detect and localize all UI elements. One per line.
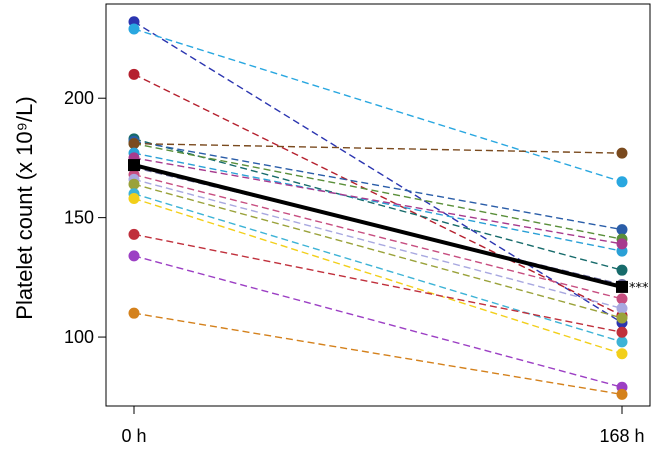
series-line (133, 233, 623, 333)
series-point (616, 336, 628, 348)
series-line (133, 255, 623, 388)
series-point (616, 326, 628, 338)
y-tick-label: 150 (64, 208, 94, 228)
series-line (133, 142, 623, 240)
series-point (616, 264, 628, 276)
series-points (128, 16, 628, 400)
mean-point (616, 280, 628, 293)
series-point (616, 176, 628, 188)
series-point (128, 228, 140, 240)
series-line (133, 73, 623, 317)
series-point (616, 224, 628, 236)
series-point (128, 68, 140, 80)
series-point (616, 312, 628, 324)
series-point (128, 250, 140, 262)
x-tick-label: 168 h (599, 426, 644, 446)
series-line (133, 183, 623, 319)
series-point (616, 238, 628, 250)
series-point (616, 388, 628, 400)
series-point (616, 348, 628, 360)
y-axis: 100 150 200 (64, 88, 106, 347)
series-lines (133, 21, 623, 396)
series-line (133, 312, 623, 396)
series-line (133, 28, 623, 183)
plot-frame (105, 3, 651, 407)
series-line (133, 142, 623, 154)
series-point (128, 23, 140, 35)
series-point (128, 138, 140, 150)
mean-point (128, 159, 140, 172)
series-line (133, 138, 623, 271)
y-tick-label: 200 (64, 88, 94, 108)
significance-label: *** (629, 281, 649, 296)
series-line (133, 197, 623, 355)
series-line (133, 140, 623, 231)
series-line (133, 173, 623, 300)
y-tick-label: 100 (64, 327, 94, 347)
series-point (128, 307, 140, 319)
series-point (616, 302, 628, 314)
mean-line (133, 163, 623, 289)
mean-layer: *** (128, 159, 649, 296)
x-tick-label: 0 h (121, 426, 146, 446)
series-line (133, 193, 623, 343)
series-point (616, 147, 628, 159)
series-line (133, 178, 623, 310)
series-line (133, 157, 623, 245)
y-axis-title: Platelet count (x 10⁹/L) (12, 96, 37, 319)
series-point (128, 178, 140, 190)
x-axis: 0 h 168 h (121, 406, 645, 446)
series-point (616, 293, 628, 305)
series-line (133, 21, 623, 324)
series-point (128, 193, 140, 205)
series-line (133, 152, 623, 252)
